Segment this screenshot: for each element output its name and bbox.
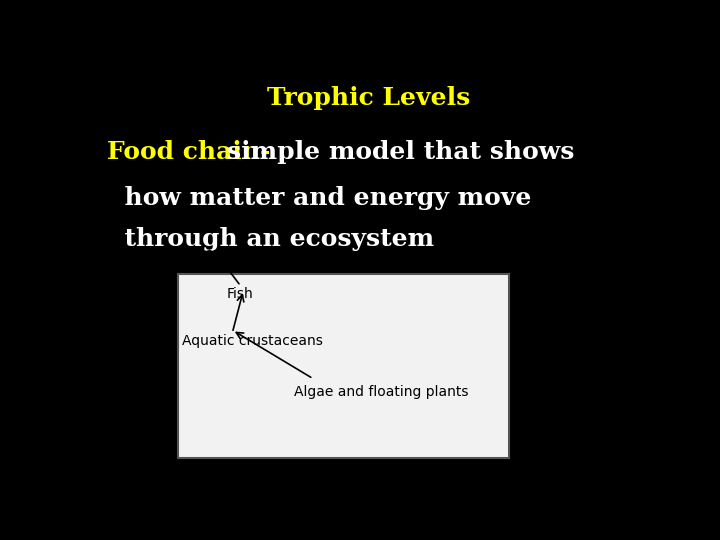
Text: through an ecosystem: through an ecosystem	[107, 227, 434, 252]
Text: Food chain-: Food chain-	[107, 140, 270, 164]
Text: Aquatic crustaceans: Aquatic crustaceans	[182, 334, 323, 348]
FancyBboxPatch shape	[178, 274, 508, 457]
Text: Fish: Fish	[227, 287, 253, 301]
Text: Algae and floating plants: Algae and floating plants	[294, 385, 468, 399]
Text: how matter and energy move: how matter and energy move	[107, 186, 531, 210]
Text: Raccoons: Raccoons	[188, 247, 253, 261]
Text: Trophic Levels: Trophic Levels	[267, 86, 471, 110]
Text: simple model that shows: simple model that shows	[227, 140, 574, 164]
